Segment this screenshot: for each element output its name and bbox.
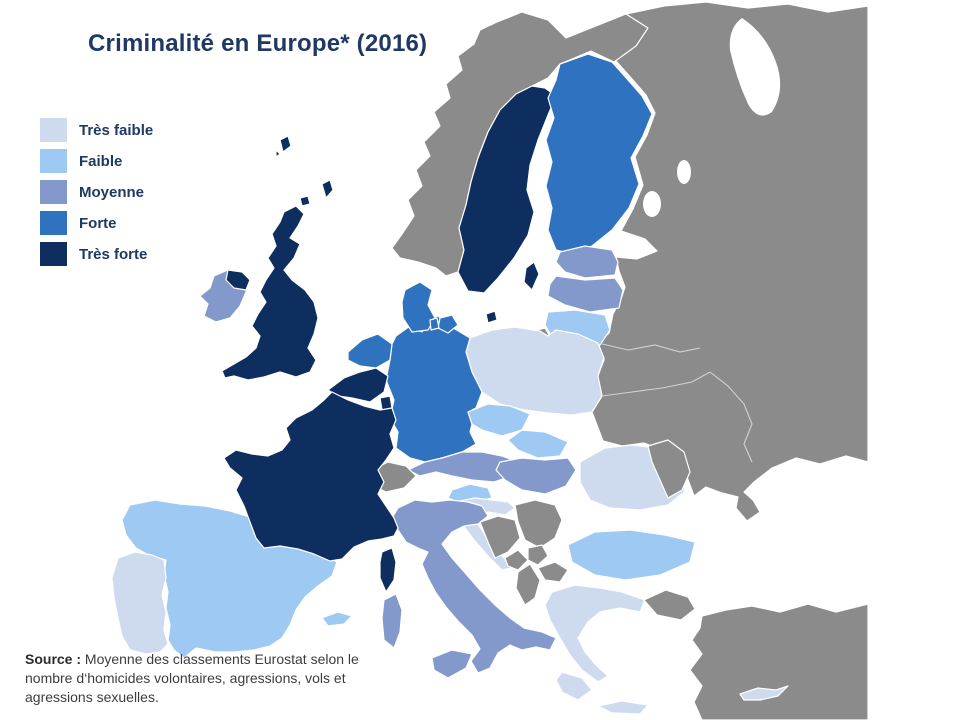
legend-swatch-faible xyxy=(40,149,67,173)
country-finland xyxy=(545,53,653,255)
legend-row-forte: Forte xyxy=(40,211,153,235)
legend-label-faible: Faible xyxy=(79,152,123,170)
border-ukraine-russia xyxy=(709,371,753,463)
country-moldova xyxy=(647,439,691,499)
country-slovakia xyxy=(507,429,569,459)
legend-label-tres-forte: Très forte xyxy=(79,245,148,263)
legend-label-tres-faible: Très faible xyxy=(79,121,154,139)
border-belarus-russia xyxy=(597,342,701,353)
country-bulgaria xyxy=(567,529,696,581)
legend-swatch-moyenne xyxy=(40,180,67,204)
border-belarus-ukraine xyxy=(601,371,711,397)
map-title: Criminalité en Europe* (2016) xyxy=(88,30,428,57)
country-greece xyxy=(544,584,646,683)
lake-ladoga xyxy=(643,191,661,217)
legend-swatch-tres-faible xyxy=(40,118,67,142)
country-france xyxy=(223,391,399,562)
island-funen xyxy=(429,317,440,331)
country-portugal xyxy=(111,551,169,655)
white-sea xyxy=(729,18,781,116)
country-kosovo xyxy=(527,544,549,566)
country-belgium xyxy=(327,367,389,403)
source-text: Moyenne des classements Eurostat selon l… xyxy=(25,651,359,705)
legend: Très faible Faible Moyenne Forte Très fo… xyxy=(40,118,153,273)
country-netherlands xyxy=(347,333,393,369)
region-northern-ireland xyxy=(225,269,251,291)
island-sicily xyxy=(431,649,473,679)
country-montenegro xyxy=(504,549,529,571)
country-germany xyxy=(385,315,483,463)
island-sardinia xyxy=(381,593,403,649)
island-faroe xyxy=(275,135,292,158)
country-albania xyxy=(515,563,541,606)
country-poland xyxy=(465,326,605,416)
country-turkey xyxy=(689,603,869,720)
legend-label-forte: Forte xyxy=(79,214,117,232)
country-north-macedonia xyxy=(537,561,569,583)
island-balearics xyxy=(321,611,353,627)
country-serbia xyxy=(514,499,563,549)
legend-label-moyenne: Moyenne xyxy=(79,183,145,201)
legend-swatch-tres-forte xyxy=(40,242,67,266)
legend-row-tres-faible: Très faible xyxy=(40,118,153,142)
island-gotland xyxy=(523,261,540,291)
source-note: Source : Moyenne des classements Eurosta… xyxy=(25,650,377,707)
island-bornholm xyxy=(485,310,498,324)
country-latvia xyxy=(547,275,624,313)
legend-row-faible: Faible xyxy=(40,149,153,173)
legend-swatch-forte xyxy=(40,211,67,235)
island-shetland xyxy=(321,179,334,199)
island-orkney xyxy=(299,195,311,207)
source-label: Source : xyxy=(25,651,82,667)
country-united-kingdom xyxy=(221,205,319,381)
country-hungary xyxy=(495,457,577,495)
island-corsica xyxy=(379,547,397,593)
country-bosnia xyxy=(479,515,521,559)
country-russia-belarus-ukraine xyxy=(590,1,869,522)
legend-row-tres-forte: Très forte xyxy=(40,242,153,266)
legend-row-moyenne: Moyenne xyxy=(40,180,153,204)
country-estonia xyxy=(555,245,619,279)
island-crete xyxy=(597,700,649,715)
country-italy xyxy=(391,499,557,674)
country-cyprus xyxy=(739,685,789,701)
region-peloponnese xyxy=(555,671,593,701)
lake-onega xyxy=(677,160,691,184)
country-sweden xyxy=(457,85,557,294)
region-thrace xyxy=(643,589,696,621)
